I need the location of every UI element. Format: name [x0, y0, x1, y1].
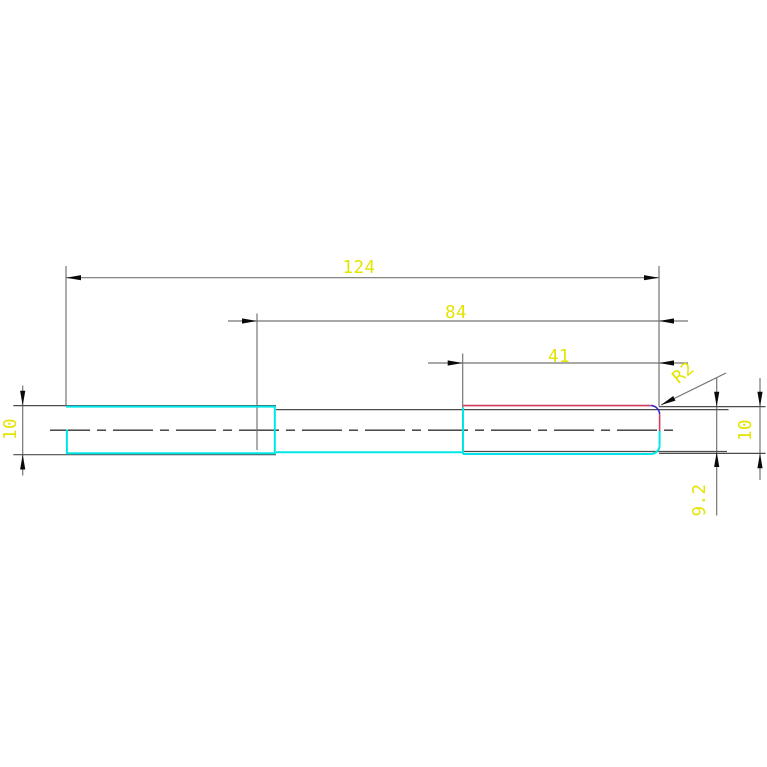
- dim-text-right-diameter: 10: [736, 419, 756, 441]
- dim-text-neck-diameter: 9.2: [690, 483, 710, 516]
- arrowhead-124-left: [66, 275, 81, 281]
- arrowhead-41-left: [447, 360, 463, 366]
- arrowhead-41-right: [659, 360, 674, 366]
- dim-text-overall-length: 124: [342, 258, 375, 278]
- arrowhead-left-dia-top: [20, 390, 26, 406]
- arrowhead-right-dia-top: [757, 391, 763, 407]
- shaft-left-section-outline: [65, 405, 276, 455]
- shaft-bottom-right-fillet: [650, 445, 661, 455]
- shaft-top-right-fillet: [650, 404, 661, 415]
- dim-text-mid-length: 84: [445, 303, 467, 323]
- dim-text-right-section-length: 41: [548, 347, 570, 367]
- arrowhead-left-dia-bottom: [20, 454, 26, 470]
- arrowhead-84-right: [659, 318, 674, 324]
- arrowhead-neck-bottom: [714, 452, 720, 467]
- arrowhead-124-right: [644, 275, 659, 281]
- arrowhead-84-left: [242, 318, 257, 324]
- arrowhead-neck-top: [714, 391, 720, 407]
- dim-text-left-diameter: 10: [1, 418, 21, 440]
- arrowhead-radius-leader: [661, 396, 676, 405]
- arrowhead-right-dia-bottom: [757, 453, 763, 469]
